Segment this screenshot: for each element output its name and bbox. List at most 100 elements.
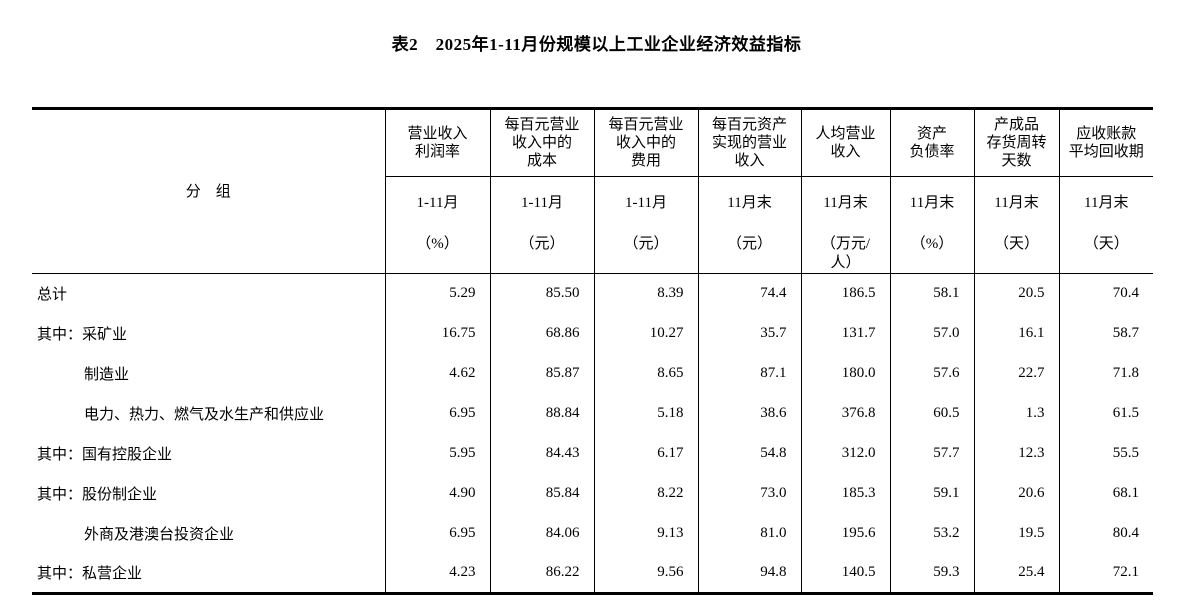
column-subheader: 1-11月 （元） (489, 176, 594, 274)
data-cell: 73.0 (697, 473, 801, 514)
data-cell: 4.90 (384, 473, 490, 514)
data-cell: 70.4 (1058, 273, 1153, 314)
column-header: 产成品 存货周转 天数 (973, 108, 1059, 177)
data-cell: 4.23 (384, 553, 490, 594)
data-cell: 1.3 (973, 393, 1059, 434)
row-label: 其中：国有控股企业 (37, 447, 173, 463)
data-cell: 61.5 (1058, 393, 1153, 434)
period-label: 1-11月 (416, 195, 459, 211)
data-cell: 60.5 (889, 393, 974, 434)
period-label: 11月末 (823, 195, 868, 211)
row-label: 其中：采矿业 (37, 327, 128, 343)
data-cell: 12.3 (973, 433, 1059, 474)
unit-label: （%） (416, 236, 459, 252)
data-cell: 4.62 (384, 353, 490, 394)
data-cell: 16.75 (384, 313, 490, 354)
column-subheader: 11月末 （元） (697, 176, 801, 274)
data-cell: 22.7 (973, 353, 1059, 394)
data-cell: 57.7 (889, 433, 974, 474)
data-cell: 20.5 (973, 273, 1059, 314)
unit-label: （元） (726, 236, 772, 252)
table-title: 表2 2025年1-11月份规模以上工业企业经济效益指标 (391, 35, 802, 54)
data-cell: 53.2 (889, 513, 974, 554)
row-label: 外商及港澳台投资企业 (84, 527, 235, 543)
unit-label: （元） (623, 236, 669, 252)
header-row-period-unit: 1-11月 （%） 1-11月 （元） 1-11月 （元） 11月末 （元） 1… (32, 176, 1153, 274)
economic-indicators-table: 分 组 营业收入 利润率 每百元营业 收入中的 成本 每百元营业 收入中的 费用… (32, 107, 1153, 595)
period-label: 11月末 (727, 195, 772, 211)
column-subheader: 11月末 （万元/ 人） (800, 176, 890, 274)
data-cell: 5.18 (593, 393, 698, 434)
data-cell: 140.5 (800, 553, 890, 594)
data-cell: 84.43 (489, 433, 594, 474)
table-row: 其中：私营企业 4.23 86.22 9.56 94.8 140.5 59.3 … (32, 553, 1153, 594)
column-header: 应收账款 平均回收期 (1058, 108, 1153, 177)
data-cell: 5.29 (384, 273, 490, 314)
data-cell: 185.3 (800, 473, 890, 514)
data-cell: 68.86 (489, 313, 594, 354)
period-label: 11月末 (909, 195, 955, 211)
column-subheader: 1-11月 （%） (384, 176, 490, 274)
data-cell: 38.6 (697, 393, 801, 434)
data-cell: 8.65 (593, 353, 698, 394)
data-cell: 9.56 (593, 553, 698, 594)
table-row: 制造业 4.62 85.87 8.65 87.1 180.0 57.6 22.7… (32, 353, 1153, 394)
data-cell: 131.7 (800, 313, 890, 354)
data-cell: 59.3 (889, 553, 974, 594)
column-header: 每百元资产 实现的营业 收入 (697, 108, 801, 177)
table-row: 其中：采矿业 16.75 68.86 10.27 35.7 131.7 57.0… (32, 313, 1153, 354)
data-cell: 54.8 (697, 433, 801, 474)
period-label: 11月末 (994, 195, 1039, 211)
data-cell: 85.87 (489, 353, 594, 394)
column-subheader: 11月末 （天） (1058, 176, 1153, 274)
data-cell: 94.8 (697, 553, 801, 594)
data-cell: 186.5 (800, 273, 890, 314)
column-header: 每百元营业 收入中的 成本 (489, 108, 594, 177)
column-subheader: 11月末 （天） (973, 176, 1059, 274)
data-cell: 80.4 (1058, 513, 1153, 554)
data-cell: 312.0 (800, 433, 890, 474)
row-label: 总计 (37, 287, 68, 304)
data-cell: 35.7 (697, 313, 801, 354)
period-label: 1-11月 (521, 195, 563, 211)
data-cell: 195.6 (800, 513, 890, 554)
data-cell: 84.06 (489, 513, 594, 554)
data-cell: 57.6 (889, 353, 974, 394)
table-row: 电力、热力、燃气及水生产和供应业 6.95 88.84 5.18 38.6 37… (32, 393, 1153, 434)
column-subheader: 11月末 （%） (889, 176, 974, 274)
table-row: 其中：国有控股企业 5.95 84.43 6.17 54.8 312.0 57.… (32, 433, 1153, 474)
unit-label: （元） (519, 236, 565, 252)
column-header: 营业收入 利润率 (384, 108, 490, 177)
header-row-names: 分 组 营业收入 利润率 每百元营业 收入中的 成本 每百元营业 收入中的 费用… (32, 108, 1153, 274)
data-cell: 25.4 (973, 553, 1059, 594)
data-cell: 8.39 (593, 273, 698, 314)
data-cell: 6.17 (593, 433, 698, 474)
data-cell: 180.0 (800, 353, 890, 394)
data-cell: 19.5 (973, 513, 1059, 554)
data-cell: 68.1 (1058, 473, 1153, 514)
row-label: 电力、热力、燃气及水生产和供应业 (84, 407, 325, 423)
row-label: 其中：股份制企业 (37, 487, 158, 503)
table-row: 外商及港澳台投资企业 6.95 84.06 9.13 81.0 195.6 53… (32, 513, 1153, 554)
data-cell: 58.1 (889, 273, 974, 314)
table-row: 总计 5.29 85.50 8.39 74.4 186.5 58.1 20.5 … (32, 273, 1153, 314)
data-cell: 16.1 (973, 313, 1059, 354)
data-cell: 10.27 (593, 313, 698, 354)
group-header-cell: 分 组 (32, 108, 385, 274)
column-header: 人均营业 收入 (800, 108, 890, 177)
data-cell: 85.84 (489, 473, 594, 514)
data-cell: 59.1 (889, 473, 974, 514)
data-cell: 88.84 (489, 393, 594, 434)
data-cell: 376.8 (800, 393, 890, 434)
data-cell: 5.95 (384, 433, 490, 474)
data-cell: 8.22 (593, 473, 698, 514)
data-cell: 6.95 (384, 513, 490, 554)
data-cell: 87.1 (697, 353, 801, 394)
unit-label: （天） (1083, 236, 1129, 252)
data-cell: 85.50 (489, 273, 594, 314)
data-cell: 6.95 (384, 393, 490, 434)
data-cell: 57.0 (889, 313, 974, 354)
row-label: 其中：私营企业 (37, 566, 143, 583)
data-cell: 55.5 (1058, 433, 1153, 474)
